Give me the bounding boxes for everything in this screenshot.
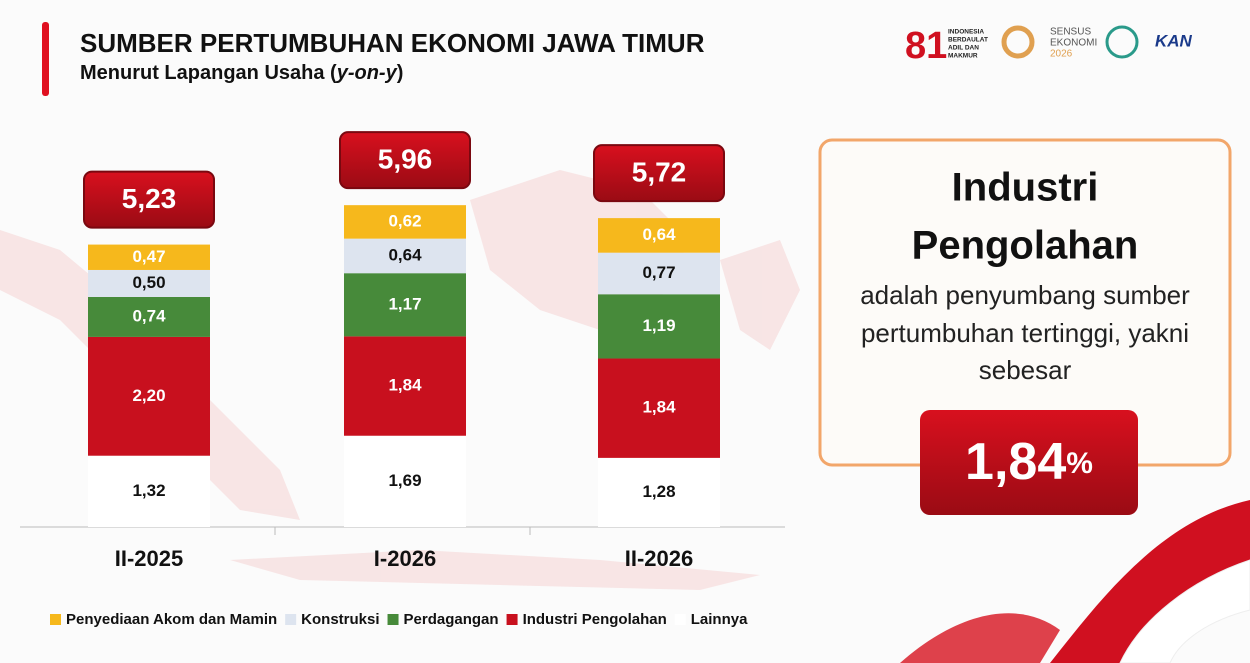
panel-title: Industri <box>952 166 1099 210</box>
value-label: 1,84 <box>642 398 676 417</box>
logo-sensus-mark <box>1001 25 1035 59</box>
total-box <box>339 131 471 190</box>
bar-segment <box>598 218 720 253</box>
legend-swatch <box>285 614 297 625</box>
value-label: 0,74 <box>132 306 166 325</box>
legend-label: Lainnya <box>691 611 748 628</box>
total-box <box>83 170 215 229</box>
bar-segment <box>88 244 210 270</box>
logo-text: 2026 <box>1050 49 1073 60</box>
bar-segment <box>344 435 466 527</box>
legend-label: Penyediaan Akom dan Mamin <box>66 611 277 628</box>
total-label: 5,96 <box>378 144 433 175</box>
highlight-panel: Industri Pengolahan adalah penyumbang su… <box>818 138 1232 515</box>
total-box <box>593 144 725 203</box>
bar-segment <box>344 273 466 337</box>
bar-segment <box>88 455 210 527</box>
logo-text: MAKMUR <box>948 53 978 60</box>
legend-swatch <box>50 614 61 625</box>
value-label: 0,47 <box>132 247 165 266</box>
panel-text: sebesar <box>979 355 1072 385</box>
logos: 81 INDONESIA BERDAULAT ADIL DAN MAKMUR S… <box>905 25 1193 67</box>
value-label: 1,84 <box>388 376 422 395</box>
highlight-unit: % <box>1066 447 1093 480</box>
x-tick-label: II-2026 <box>625 546 694 571</box>
highlight-number: 1,84 <box>965 433 1066 491</box>
value-label: 0,64 <box>388 245 422 264</box>
ribbon-red-2 <box>900 613 1060 663</box>
title-accent <box>42 22 49 96</box>
value-label: 0,64 <box>642 225 676 244</box>
highlight-box <box>920 410 1138 515</box>
bars: 1,32 2,20 0,74 0,50 0,47 5,23 II-2025 1,69 1,84 1… <box>83 131 725 571</box>
chart-title: SUMBER PERTUMBUHAN EKONOMI JAWA TIMUR <box>80 28 705 58</box>
value-label: 1,32 <box>132 481 165 500</box>
bar-segment <box>88 336 210 456</box>
logo-81: 81 <box>905 25 947 67</box>
bar-segment <box>344 238 466 274</box>
total-label: 5,23 <box>122 183 177 214</box>
value-label: 1,17 <box>388 294 421 313</box>
subtitle-part: ) <box>397 62 404 84</box>
total-label: 5,72 <box>632 157 687 188</box>
value-label: 1,28 <box>642 482 675 501</box>
legend: Penyediaan Akom dan Mamin Konstruksi Perda… <box>50 611 748 628</box>
value-label: 1,69 <box>388 471 421 490</box>
legend-swatch <box>506 614 518 625</box>
legend-label: Industri Pengolahan <box>523 611 667 628</box>
bar-segment <box>88 269 210 297</box>
panel-text: adalah penyumbang sumber <box>860 280 1190 310</box>
x-tick-label: II-2025 <box>115 546 184 571</box>
legend-swatch <box>387 614 399 625</box>
panel-title: Pengolahan <box>912 224 1139 268</box>
legend-label: Konstruksi <box>301 611 379 628</box>
logo-text: SENSUS <box>1050 27 1091 38</box>
value-label: 2,20 <box>132 386 165 405</box>
legend-swatch <box>674 614 686 625</box>
chart-subtitle: Menurut Lapangan Usaha (y-on-y) <box>80 62 403 84</box>
logo-kan: KAN <box>1155 31 1193 50</box>
logo-text: BERDAULAT <box>948 37 988 44</box>
logo-text: INDONESIA <box>948 29 984 36</box>
legend-label: Perdagangan <box>404 611 499 628</box>
ribbon-red <box>1050 500 1250 663</box>
value-label: 0,50 <box>132 273 165 292</box>
logo-text: ADIL DAN <box>948 45 979 52</box>
bar-segment <box>344 205 466 239</box>
value-label: 0,62 <box>388 211 421 230</box>
highlight-value: 1,84% <box>965 433 1093 491</box>
x-tick-label: I-2026 <box>374 546 436 571</box>
bar-segment <box>598 358 720 458</box>
logo-iso <box>1105 25 1139 59</box>
bar-segment <box>344 336 466 436</box>
bar-segment <box>598 457 720 527</box>
value-label: 0,77 <box>642 263 675 282</box>
bar-segment <box>598 294 720 359</box>
logo-text: EKONOMI <box>1050 38 1097 49</box>
subtitle-part: y-on-y <box>336 62 398 84</box>
subtitle-part: Menurut Lapangan Usaha ( <box>80 62 337 84</box>
value-label: 1,19 <box>642 316 675 335</box>
panel-text: pertumbuhan tertinggi, yakni <box>861 318 1189 348</box>
bar-segment <box>598 252 720 295</box>
bar-segment <box>88 296 210 337</box>
